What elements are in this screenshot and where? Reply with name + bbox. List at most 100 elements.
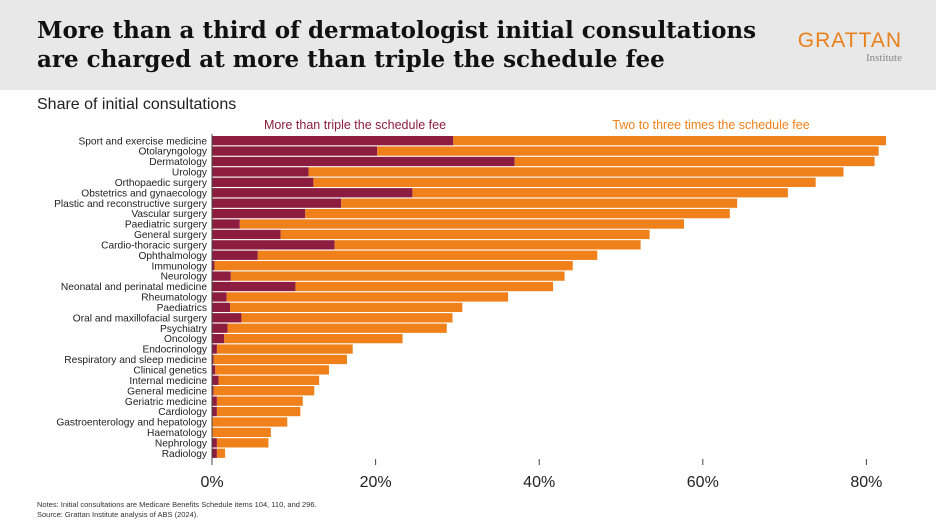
- x-axis: 0% 20% 40% 60% 80%: [200, 134, 882, 491]
- logo-subtext: Institute: [865, 52, 902, 64]
- category-label: Respiratory and sleep medicine: [64, 355, 207, 366]
- bar-segment-triple: [212, 438, 217, 448]
- chart-title: More than a third of dermatologist initi…: [37, 17, 757, 73]
- bar-segment-two-to-three: [216, 438, 269, 448]
- bar-segment-two-to-three: [514, 156, 875, 167]
- bar-segment-triple: [212, 261, 215, 271]
- bar-segment-triple: [212, 177, 314, 187]
- category-label: Dermatology: [149, 157, 208, 168]
- category-label: Neonatal and perinatal medicine: [61, 282, 207, 293]
- bar-segment-two-to-three: [216, 396, 303, 406]
- category-label: Cardio-thoracic surgery: [101, 240, 208, 251]
- x-tick-label: 80%: [850, 474, 882, 491]
- bar-segment-triple: [212, 167, 309, 177]
- category-label: Endocrinology: [142, 345, 207, 356]
- bar-segment-triple: [212, 240, 335, 250]
- category-label: Plastic and reconstructive surgery: [54, 199, 208, 210]
- bar-segment-triple: [212, 448, 217, 458]
- bar-segment-two-to-three: [215, 365, 329, 375]
- bar-segment-two-to-three: [341, 198, 738, 208]
- category-label: Obstetrics and gynaecology: [81, 188, 208, 199]
- category-label: Otolaryngology: [138, 147, 207, 158]
- logo-wordmark: GRATTAN: [797, 29, 902, 52]
- category-label: Vascular surgery: [131, 209, 208, 220]
- bar-segment-triple: [212, 156, 515, 167]
- bar-segment-triple: [212, 136, 454, 146]
- bar-segment-two-to-three: [218, 375, 320, 385]
- bar-segment-two-to-three: [239, 219, 684, 229]
- category-label: Clinical genetics: [133, 365, 207, 376]
- bar-segment-triple: [212, 365, 216, 375]
- category-label: Immunology: [152, 261, 208, 272]
- bar-segment-triple: [212, 323, 228, 333]
- bar-segment-two-to-three: [295, 281, 554, 292]
- bar-segment-triple: [212, 229, 281, 240]
- stacked-bar-chart: Sport and exercise medicineOtolaryngolog…: [54, 118, 887, 491]
- category-label: Nephrology: [155, 438, 208, 449]
- bar-segment-two-to-three: [216, 344, 353, 354]
- bar-segment-two-to-three: [213, 386, 315, 396]
- bar-segment-triple: [212, 146, 378, 156]
- category-label: General medicine: [127, 386, 207, 397]
- bar-segment-triple: [212, 333, 225, 344]
- bar-segment-two-to-three: [412, 188, 788, 198]
- category-label: Haematology: [147, 428, 208, 439]
- bars-group: [212, 136, 887, 458]
- category-label: General surgery: [134, 230, 208, 241]
- category-label: Internal medicine: [129, 376, 207, 387]
- category-label: Sport and exercise medicine: [78, 136, 207, 147]
- bar-segment-two-to-three: [226, 292, 509, 302]
- bar-segment-triple: [212, 281, 296, 292]
- bar-segment-triple: [212, 354, 214, 365]
- bar-segment-two-to-three: [241, 313, 453, 323]
- bar-segment-triple: [212, 302, 230, 313]
- bar-segment-triple: [212, 386, 214, 396]
- category-label: Paediatrics: [157, 303, 207, 314]
- legend-label-triple: More than triple the schedule fee: [264, 118, 446, 132]
- category-label: Radiology: [162, 449, 208, 460]
- bar-segment-two-to-three: [280, 229, 650, 240]
- header-band: More than a third of dermatologist initi…: [0, 0, 936, 90]
- legend-label-two-to-three: Two to three times the schedule fee: [612, 118, 809, 132]
- bar-segment-triple: [212, 396, 217, 406]
- bar-segment-two-to-three: [377, 146, 879, 156]
- chart-subtitle: Share of initial consultations: [37, 96, 237, 113]
- x-tick-label: 60%: [687, 474, 719, 491]
- category-label: Ophthalmology: [138, 251, 207, 262]
- bar-segment-two-to-three: [212, 417, 288, 427]
- bar-segment-triple: [212, 292, 227, 302]
- category-label: Psychiatry: [160, 324, 208, 335]
- bar-segment-two-to-three: [227, 323, 447, 333]
- category-label: Rheumatology: [141, 293, 208, 304]
- bar-segment-triple: [212, 198, 342, 208]
- bar-segment-two-to-three: [224, 333, 403, 344]
- category-label: Geriatric medicine: [125, 397, 207, 408]
- category-label: Oncology: [164, 334, 208, 345]
- bar-segment-triple: [212, 208, 306, 219]
- x-tick-label: 40%: [523, 474, 555, 491]
- bar-segment-two-to-three: [213, 354, 347, 365]
- bar-segment-triple: [212, 344, 217, 354]
- notes: Notes: Initial consultations are Medicar…: [37, 500, 317, 520]
- x-tick-label: 20%: [360, 474, 392, 491]
- bar-segment-triple: [212, 188, 413, 198]
- bar-segment-two-to-three: [313, 177, 816, 187]
- bar-segment-two-to-three: [216, 406, 301, 417]
- bar-segment-two-to-three: [453, 136, 887, 146]
- bar-segment-triple: [212, 406, 217, 417]
- x-tick-label: 0%: [200, 474, 223, 491]
- bar-segment-two-to-three: [257, 250, 598, 260]
- bar-segment-triple: [212, 271, 231, 281]
- category-labels: Sport and exercise medicineOtolaryngolog…: [54, 136, 208, 460]
- bar-segment-two-to-three: [334, 240, 641, 250]
- bar-segment-triple: [212, 219, 240, 229]
- category-label: Urology: [172, 168, 208, 179]
- bar-segment-two-to-three: [230, 271, 565, 281]
- bar-segment-triple: [212, 250, 258, 260]
- category-label: Neurology: [161, 272, 208, 283]
- category-label: Orthopaedic surgery: [115, 178, 208, 189]
- bar-segment-triple: [212, 375, 219, 385]
- category-label: Paediatric surgery: [125, 220, 208, 231]
- category-label: Cardiology: [158, 407, 208, 418]
- bar-segment-two-to-three: [229, 302, 463, 313]
